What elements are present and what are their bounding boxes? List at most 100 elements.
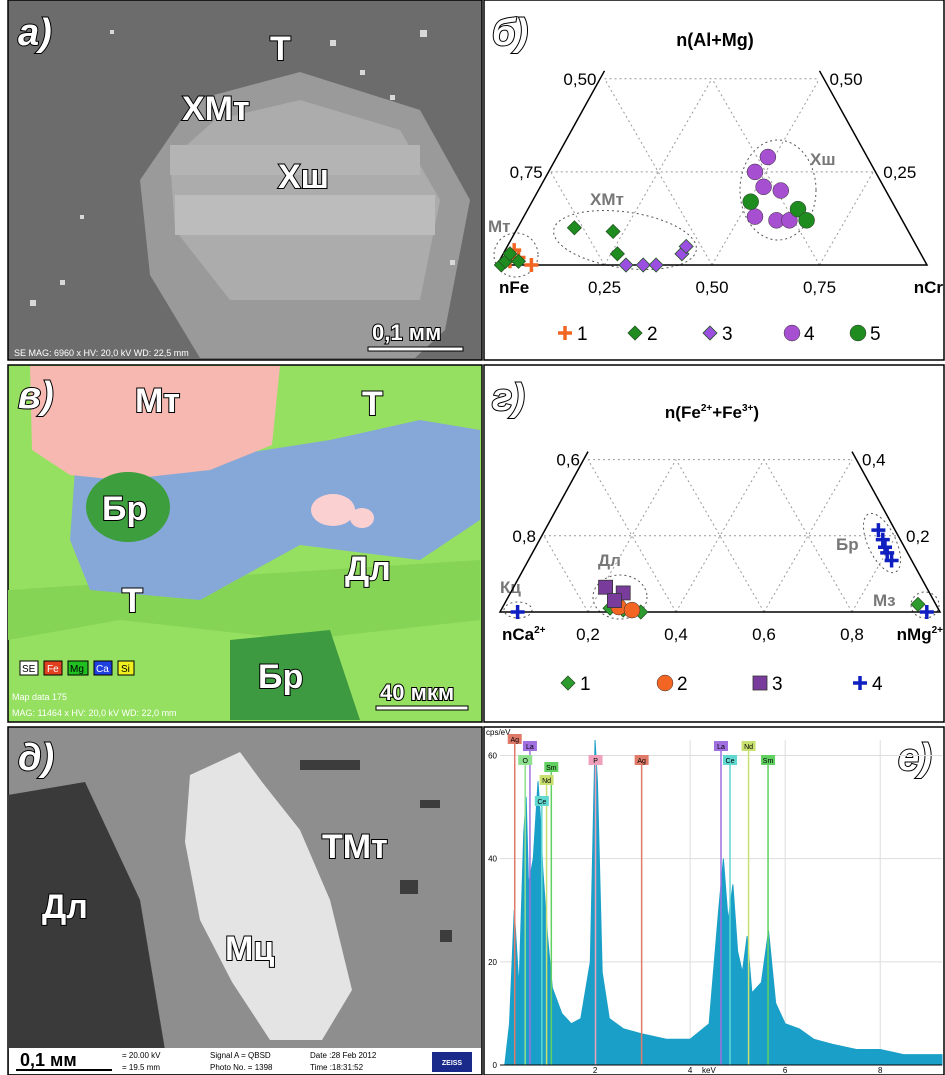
group-label: Дл (598, 551, 621, 570)
panel-a: а) Т ХМт Хш 0,1 мм SE MAG: 6960 x HV: 20… (8, 0, 482, 360)
legend-item: Mg (70, 664, 84, 675)
panel-letter: г) (492, 377, 525, 419)
phase-label: Хш (278, 158, 329, 196)
vertex-sup: 2+ (932, 625, 944, 636)
band (175, 195, 435, 235)
scale-bar-label: 0,1 мм (20, 1050, 77, 1070)
title-part: n(Fe (665, 403, 701, 422)
legend-marker (850, 325, 866, 341)
point (743, 194, 759, 210)
point (799, 212, 815, 228)
panel-e: д) Дл Мц ТМт 0,1 мм = 20.00 kV = 19.5 mm… (8, 727, 482, 1075)
legend-label: 2 (647, 324, 658, 345)
panel-letter: д) (18, 737, 54, 779)
right-tick-label: 0,25 (883, 163, 916, 182)
element-label: Ag (637, 758, 646, 765)
info-item: Photo No. = 1398 (210, 1063, 273, 1072)
element-label: Ce (726, 758, 735, 765)
panel-frame (484, 0, 944, 360)
grain (311, 494, 355, 526)
phase-label: Бр (258, 658, 303, 696)
figure: а) Т ХМт Хш 0,1 мм SE MAG: 6960 x HV: 20… (0, 0, 945, 1075)
element-label: Sm (763, 758, 774, 765)
element-label: La (526, 744, 534, 751)
phase-label: Т (270, 30, 291, 68)
panel-c: в) Мт Т Бр Дл Т Бр SE Fe Mg Ca Si Map da… (8, 365, 482, 722)
x-tick-label: 0,8 (840, 625, 864, 644)
legend-item: Fe (47, 664, 59, 675)
info-item: Time :18:31:52 (310, 1063, 364, 1072)
y-tick-label: 60 (488, 751, 497, 760)
vertex-text: nMg (897, 625, 932, 644)
vertex-text: nFe (499, 278, 529, 297)
footer: MAG: 11464 x HV: 20,0 kV WD: 22,0 mm (12, 708, 177, 718)
vertex-text: nCa (502, 625, 535, 644)
point (773, 183, 789, 199)
vertex-text: nCr (914, 278, 944, 297)
panel-letter: е) (898, 737, 932, 779)
legend-item: Si (121, 664, 130, 675)
legend-label: 3 (722, 324, 733, 345)
vertex-label: nCr (914, 278, 944, 297)
element-label: La (717, 744, 725, 751)
info-item: Date :28 Feb 2012 (310, 1051, 377, 1060)
panel-d: г) n(Fe2++Fe3+) Кц Дл Бр Мз 0,20,40,60,8… (484, 365, 944, 722)
info-item: Signal A = QBSD (210, 1051, 271, 1060)
group-label: Кц (500, 578, 521, 597)
group-label: Хш (810, 150, 836, 169)
phase-label: Бр (102, 490, 147, 528)
point (624, 602, 640, 618)
legend-marker (657, 675, 673, 691)
phase-label: Мт (135, 382, 180, 420)
panel-letter: б) (492, 12, 528, 54)
x-axis-label: keV (702, 1066, 716, 1075)
phase-label: ТМт (322, 828, 388, 866)
vertex-label: nFe (499, 278, 529, 297)
left-tick-label: 0,6 (556, 451, 580, 470)
scale-bar-label: 40 мкм (380, 680, 454, 705)
phase-label: Т (122, 582, 143, 620)
info-item: = 19.5 mm (122, 1063, 160, 1072)
chart-title: n(Al+Mg) (676, 30, 753, 50)
y-tick-label: 0 (493, 1061, 498, 1070)
phase-label: Дл (42, 888, 88, 926)
left-tick-label: 0,50 (563, 70, 596, 89)
legend-marker (784, 325, 800, 341)
legend-item: SE (22, 664, 36, 675)
element-label: Sm (546, 765, 557, 772)
x-tick-label: 4 (688, 1066, 693, 1075)
title-part: 2+ (701, 403, 713, 414)
element-label: Ag (510, 737, 519, 744)
legend-label: 1 (580, 674, 591, 695)
x-tick-label: 0,75 (803, 278, 836, 297)
panel-letter: а) (18, 12, 52, 54)
scale-bar-label: 0,1 мм (372, 320, 441, 345)
y-axis-label: cps/eV (486, 728, 511, 737)
y-tick-label: 40 (488, 855, 497, 864)
right-tick-label: 0,50 (830, 70, 863, 89)
x-tick-label: 0,50 (695, 278, 728, 297)
phase-label: Т (362, 385, 383, 423)
point (747, 164, 763, 180)
x-tick-label: 8 (878, 1066, 883, 1075)
element-label: P (593, 758, 598, 765)
title-part: +Fe (712, 403, 742, 422)
y-tick-label: 20 (488, 958, 497, 967)
footer: SE MAG: 6960 x HV: 20,0 kV WD: 22,5 mm (14, 348, 189, 358)
legend-item: Ca (96, 664, 109, 675)
phase-label: Дл (345, 550, 391, 588)
group-label: Мз (873, 591, 896, 610)
grain (350, 508, 374, 528)
legend-label: 4 (804, 324, 815, 345)
legend-label: 4 (872, 674, 883, 695)
point (756, 179, 772, 195)
left-tick-label: 0,75 (510, 163, 543, 182)
phase-label: Мц (225, 930, 274, 968)
vertex-sup: 2+ (534, 625, 546, 636)
point (599, 580, 613, 594)
right-tick-label: 0,2 (906, 527, 930, 546)
x-tick-label: 0,2 (576, 625, 600, 644)
scale-bar (376, 706, 468, 710)
